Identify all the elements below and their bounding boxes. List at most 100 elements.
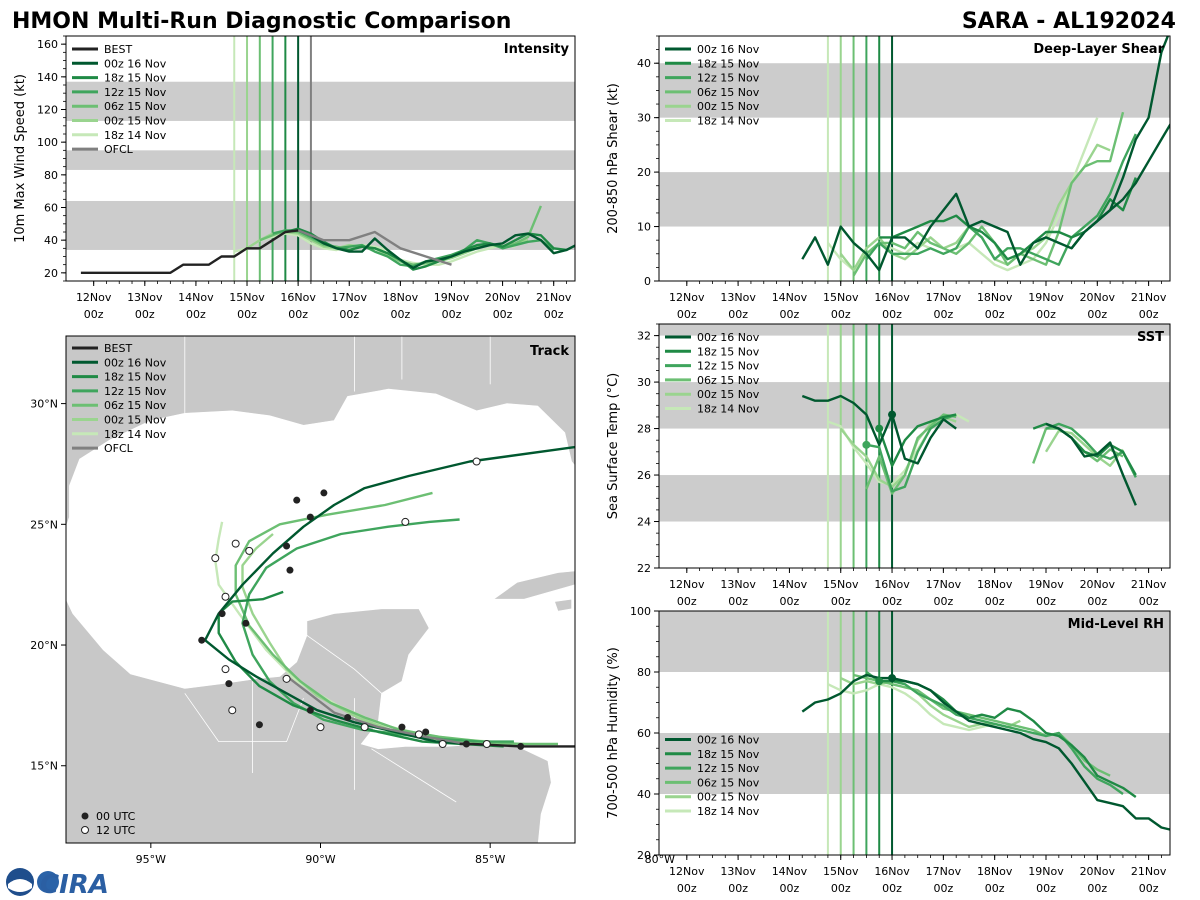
track-marker-00utc [283, 542, 291, 550]
shear-legend-label: 00z 15 Nov [697, 100, 760, 113]
rh-ytick-label: 20 [637, 849, 651, 862]
intensity-legend-label: 12z 15 Nov [104, 86, 167, 99]
sst-xtick-day: 12Nov [669, 578, 705, 591]
shear-plot-content [659, 36, 1170, 281]
track-marker-12utc [414, 730, 423, 739]
sst-frame [658, 323, 1171, 569]
shear-xtick-hour: 00z [933, 308, 953, 321]
sst-xtick-hour: 00z [1036, 595, 1056, 608]
shear-xtick-hour: 00z [780, 308, 800, 321]
rh-xtick-day: 20Nov [1080, 865, 1116, 878]
sst-xtick-hour: 00z [728, 595, 748, 608]
rh-xtick-day: 17Nov [926, 865, 962, 878]
rh-marker [888, 674, 897, 683]
rh-legend-label: 18z 14 Nov [697, 805, 760, 818]
shear-xtick-hour: 00z [985, 308, 1005, 321]
intensity-xtick-day: 13Nov [127, 291, 163, 304]
shear-shade-band [659, 172, 1170, 227]
track-ytick-label: 20°N [30, 639, 58, 652]
shear-ytick-label: 0 [644, 275, 651, 288]
intensity-panel: 20 40 60 80 100 120 140 160 12Nov 00z 13Nov 00z 14No… [13, 35, 576, 321]
intensity-xtick-day: 14Nov [178, 291, 214, 304]
shear-legend-label: 06z 15 Nov [697, 86, 760, 99]
shear-xtick-day: 20Nov [1080, 291, 1116, 304]
sst-legend-label: 00z 15 Nov [697, 388, 760, 401]
intensity-xtick-hour: 00z [186, 308, 206, 321]
track-marker-00utc [306, 513, 314, 521]
track-marker-00utc [344, 713, 352, 721]
rh-ytick-label: 80 [637, 666, 651, 679]
rh-xtick-day: 14Nov [772, 865, 808, 878]
sst-xtick-hour: 00z [985, 595, 1005, 608]
track-marker-12utc [360, 723, 369, 732]
track-marker-00utc [198, 636, 206, 644]
shear-xtick-hour: 00z [831, 308, 851, 321]
shear-xtick-day: 15Nov [823, 291, 859, 304]
shear-xtick-hour: 00z [677, 308, 697, 321]
shear-series-r00z16 [801, 122, 1170, 272]
rh-legend-label: 18z 15 Nov [697, 748, 760, 761]
rh-title: Mid-Level RH [1068, 617, 1164, 632]
sst-xtick-hour: 00z [933, 595, 953, 608]
shear-series-r06z15 [852, 111, 1125, 277]
intensity-xtick-hour: 00z [84, 308, 104, 321]
shear-shade-band [659, 63, 1170, 118]
track-ytick-label: 30°N [30, 398, 58, 411]
rh-series-r18z14 [827, 683, 995, 732]
track-plot-content [66, 336, 575, 843]
sst-shade-band [659, 382, 1170, 429]
sst-ytick-label: 28 [637, 423, 651, 436]
track-series-BEST [459, 742, 575, 748]
track-marker-00utc [517, 742, 525, 750]
intensity-ytick-label: 60 [44, 202, 58, 215]
intensity-xtick-day: 20Nov [485, 291, 521, 304]
rh-xtick-hour: 00z [780, 882, 800, 895]
sst-xtick-day: 20Nov [1080, 578, 1116, 591]
noaa-wave-icon [8, 879, 32, 892]
shear-ylabel: 200-850 hPa Shear (kt) [606, 83, 621, 234]
intensity-legend-label: 18z 14 Nov [104, 129, 167, 142]
intensity-series-OFCL [297, 229, 452, 266]
shear-xtick-day: 19Nov [1028, 291, 1064, 304]
intensity-legend-label: 00z 16 Nov [104, 57, 167, 70]
globe-icon [37, 871, 59, 893]
intensity-xtick-hour: 00z [237, 308, 257, 321]
rh-marker [875, 677, 884, 686]
intensity-xtick-hour: 00z [544, 308, 564, 321]
rh-ytick-label: 40 [637, 788, 651, 801]
rh-ylabel: 700-500 hPa Humidity (%) [606, 647, 621, 819]
track-marker-00utc [422, 728, 430, 736]
rh-ytick-label: 100 [630, 605, 651, 618]
rh-legend-label: 12z 15 Nov [697, 762, 760, 775]
sst-title: SST [1137, 330, 1164, 345]
intensity-xtick-day: 18Nov [383, 291, 419, 304]
sst-xtick-day: 16Nov [874, 578, 910, 591]
shear-legend-label: 18z 14 Nov [697, 115, 760, 128]
track-ytick-label: 25°N [30, 518, 58, 531]
rh-plot-content [659, 611, 1170, 855]
sst-shade-band [659, 475, 1170, 522]
intensity-legend-label: 18z 15 Nov [104, 72, 167, 85]
land-isle [554, 598, 572, 612]
intensity-xtick-day: 15Nov [229, 291, 265, 304]
track-legend-label: OFCL [104, 442, 134, 455]
intensity-ytick-label: 100 [37, 136, 58, 149]
intensity-ylabel: 10m Max Wind Speed (kt) [13, 74, 28, 243]
track-marker-12utc [438, 740, 447, 749]
rh-xtick-day: 13Nov [720, 865, 756, 878]
rh-legend-label: 00z 15 Nov [697, 791, 760, 804]
sst-xtick-day: 18Nov [977, 578, 1013, 591]
track-marker-00utc [218, 610, 226, 618]
sst-series-r00z16 [801, 394, 957, 465]
sst-ytick-label: 24 [637, 516, 651, 529]
sst-series-r00z15 [1044, 429, 1124, 467]
intensity-xtick-hour: 00z [442, 308, 462, 321]
shear-xtick-hour: 00z [728, 308, 748, 321]
rh-xtick-hour: 00z [985, 882, 1005, 895]
track-legend-label: 12z 15 Nov [104, 385, 167, 398]
sst-xtick-day: 17Nov [926, 578, 962, 591]
sst-xtick-day: 13Nov [720, 578, 756, 591]
track-marker-00utc [225, 680, 233, 688]
sst-legend-label: 18z 15 Nov [697, 345, 760, 358]
sst-xtick-day: 15Nov [823, 578, 859, 591]
